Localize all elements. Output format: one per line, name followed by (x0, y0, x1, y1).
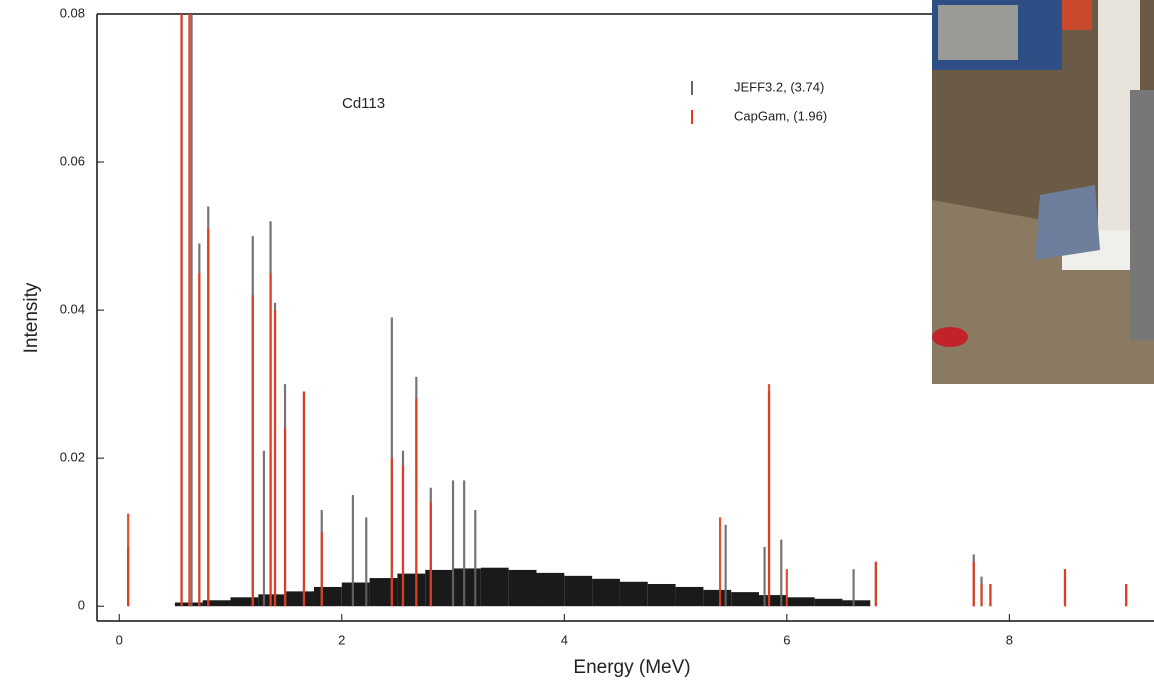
y-axis-title: Intensity (21, 282, 42, 353)
continuum-bar (508, 569, 537, 607)
continuum-bar (731, 592, 760, 607)
continuum-bar (536, 572, 565, 607)
continuum-bar (759, 595, 787, 607)
annotation: Cd113 (342, 95, 385, 112)
continuum-bar (313, 586, 342, 607)
x-axis-title: Energy (MeV) (573, 657, 690, 678)
photo-inset (932, 0, 1154, 384)
legend-label: JEFF3.2, (3.74) (734, 79, 824, 94)
y-tick-label: 0.04 (60, 302, 85, 317)
continuum-bar (453, 568, 481, 607)
y-tick-label: 0.08 (60, 5, 85, 20)
continuum-bar (369, 578, 398, 607)
continuum-bar (341, 582, 370, 607)
y-tick-label: 0.02 (60, 450, 85, 465)
continuum-bar (814, 598, 843, 607)
y-tick-label: 0 (78, 598, 85, 613)
x-tick-label: 6 (783, 632, 790, 647)
continuum-bar (619, 581, 648, 607)
continuum-bar (647, 583, 676, 607)
plot-frame (96, 13, 1154, 622)
continuum-bar (202, 600, 231, 607)
continuum-bar (258, 594, 287, 607)
continuum-bar (564, 575, 593, 607)
continuum-bar (230, 597, 259, 607)
x-tick-label: 0 (116, 632, 123, 647)
continuum-bar (480, 567, 509, 607)
continuum-bar (703, 589, 732, 607)
continuum-bar (675, 586, 704, 607)
continuum-bar (425, 569, 454, 607)
legend-label: CapGam, (1.96) (734, 108, 827, 123)
continuum-bar (592, 578, 620, 607)
continuum-bar (786, 597, 815, 607)
continuum-bar (842, 600, 871, 607)
x-tick-label: 2 (338, 632, 345, 647)
continuum-bar (397, 573, 426, 607)
x-tick-label: 4 (561, 632, 568, 647)
continuum-bar (286, 591, 314, 607)
x-tick-label: 8 (1006, 632, 1013, 647)
y-tick-label: 0.06 (60, 153, 85, 168)
